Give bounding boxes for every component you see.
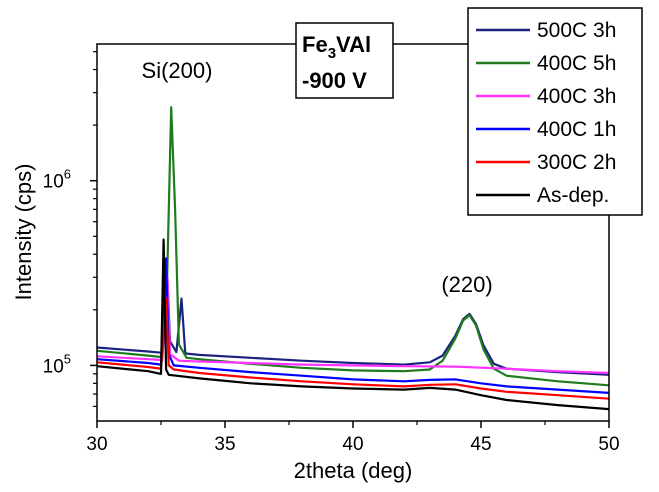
x-tick-label: 45 xyxy=(470,434,491,455)
legend-label-1: 400C 5h xyxy=(537,52,616,75)
sample-formula: Fe3VAl xyxy=(302,32,371,62)
legend-label-4: 300C 2h xyxy=(537,151,616,174)
legend: 500C 3h 400C 5h 400C 3h 400C 1h 300C 2h As-de… xyxy=(467,7,643,216)
annotation-si200: Si(200) xyxy=(142,58,213,83)
series-line-1 xyxy=(96,106,610,387)
legend-box xyxy=(467,7,643,216)
y-tick-label: 105 xyxy=(43,351,71,377)
x-tick-label: 35 xyxy=(214,434,235,455)
legend-label-3: 400C 1h xyxy=(537,118,616,141)
ticks-layer: 30 35 40 45 50 105 106 xyxy=(43,51,620,455)
y-tick-label: 106 xyxy=(43,167,71,193)
x-axis-title: 2theta (deg) xyxy=(294,458,413,483)
sample-label-box: Fe3VAl -900 V xyxy=(295,22,394,99)
annotation-220: (220) xyxy=(441,272,492,297)
x-tick-label: 50 xyxy=(598,434,619,455)
series-line-2 xyxy=(96,276,610,375)
series-layer xyxy=(96,106,610,411)
series-line-5 xyxy=(96,238,610,411)
legend-label-2: 400C 3h xyxy=(537,85,616,108)
series-line-0 xyxy=(96,276,610,376)
sample-voltage: -900 V xyxy=(302,68,367,93)
x-tick-label: 30 xyxy=(86,434,107,455)
y-axis-title: Intensity (cps) xyxy=(11,164,36,301)
legend-label-5: As-dep. xyxy=(537,184,609,207)
x-tick-label: 40 xyxy=(342,434,363,455)
series-line-3 xyxy=(96,257,610,394)
legend-label-0: 500C 3h xyxy=(537,19,616,42)
